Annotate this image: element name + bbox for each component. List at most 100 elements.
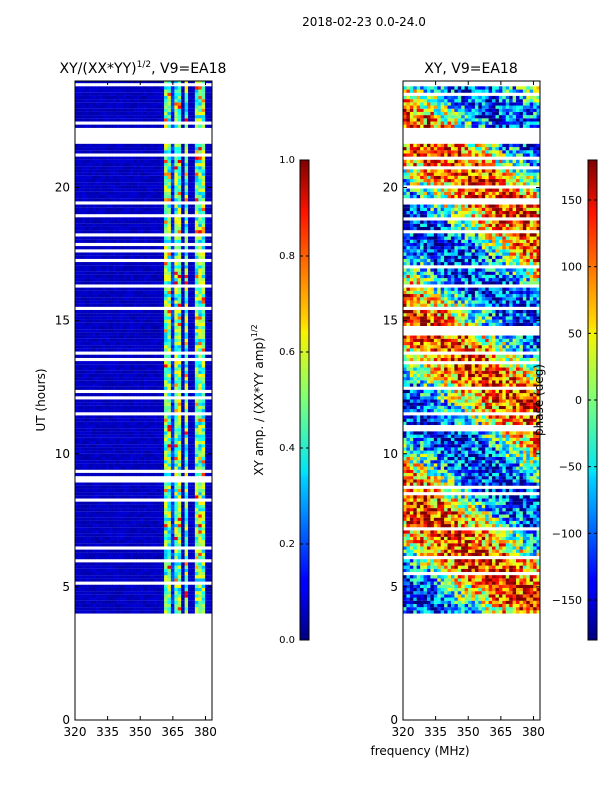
heatmap-cell: [129, 166, 134, 170]
heatmap-cell: [167, 524, 172, 528]
heatmap-cell: [201, 514, 206, 518]
heatmap-cell: [208, 587, 212, 592]
heatmap-cell: [95, 460, 100, 464]
heatmap-cell: [98, 329, 103, 333]
heatmap-cell: [88, 178, 93, 183]
heatmap-cell: [112, 322, 117, 326]
heatmap-cell: [181, 198, 185, 202]
heatmap-cell: [116, 597, 120, 601]
heatmap-cell: [164, 255, 168, 259]
heatmap-cell: [194, 610, 199, 614]
heatmap-cell: [205, 159, 209, 164]
heatmap-cell: [102, 399, 107, 403]
heatmap-cell: [174, 520, 179, 525]
heatmap-cell: [164, 540, 168, 544]
heatmap-cell: [133, 463, 138, 467]
heatmap-cell: [174, 367, 179, 371]
heatmap-cell: [174, 373, 179, 378]
heatmap-cell: [140, 434, 144, 438]
heatmap-cell: [75, 163, 79, 167]
heatmap-cell: [75, 239, 79, 243]
heatmap-cell: [160, 460, 165, 464]
heatmap-cell: [105, 533, 110, 537]
heatmap-cell: [174, 380, 179, 384]
heatmap-cell: [184, 511, 189, 515]
heatmap-cell: [119, 274, 124, 279]
heatmap-cell: [174, 207, 179, 211]
heatmap-cell: [78, 294, 83, 298]
heatmap-cell: [98, 281, 103, 285]
heatmap-cell: [157, 335, 162, 339]
heatmap-cell: [164, 463, 168, 467]
heatmap-cell: [198, 444, 203, 448]
heatmap-cell: [177, 399, 182, 403]
heatmap-cell: [109, 316, 114, 320]
heatmap-cell: [102, 287, 107, 291]
heatmap-cell: [129, 463, 134, 467]
heatmap-cell: [181, 584, 185, 588]
heatmap-cell: [167, 345, 172, 349]
heatmap-cell: [109, 271, 114, 275]
heatmap-cell: [105, 552, 110, 557]
heatmap-cell: [109, 150, 114, 154]
heatmap-cell: [92, 303, 96, 307]
heatmap-cell: [194, 460, 199, 464]
heatmap-cell: [133, 447, 138, 451]
heatmap-cell: [188, 447, 192, 451]
heatmap-cell: [181, 409, 185, 413]
heatmap-cell: [150, 383, 155, 387]
heatmap-cell: [129, 175, 134, 180]
heatmap-cell: [78, 268, 83, 272]
heatmap-cell: [167, 460, 172, 464]
heatmap-cell: [157, 514, 162, 518]
heatmap-cell: [116, 460, 120, 464]
heatmap-cell: [188, 329, 192, 333]
heatmap-cell: [81, 453, 86, 457]
heatmap-cell: [170, 447, 175, 451]
heatmap-cell: [170, 169, 175, 173]
heatmap-cell: [122, 568, 127, 573]
heatmap-cell: [95, 594, 100, 598]
heatmap-cell: [208, 428, 212, 432]
heatmap-cell: [98, 415, 103, 419]
heatmap-cell: [160, 246, 165, 250]
heatmap-cell: [105, 466, 110, 470]
heatmap-cell: [177, 361, 182, 365]
heatmap-cell: [85, 223, 90, 227]
heatmap-cell: [88, 472, 93, 477]
heatmap-cell: [136, 354, 141, 358]
heatmap-cell: [205, 367, 209, 371]
heatmap-cell: [160, 482, 165, 486]
heatmap-cell: [208, 300, 212, 304]
heatmap-cell: [95, 514, 100, 518]
heatmap-cell: [102, 405, 107, 410]
heatmap-cell: [119, 373, 124, 378]
heatmap-cell: [205, 495, 209, 499]
heatmap-cell: [150, 571, 155, 576]
heatmap-cell: [105, 444, 110, 448]
heatmap-cell: [174, 178, 179, 183]
heatmap-cell: [191, 265, 196, 269]
heatmap-cell: [146, 549, 151, 553]
heatmap-cell: [177, 440, 182, 445]
heatmap-cell: [146, 450, 151, 454]
heatmap-cell: [205, 437, 209, 442]
heatmap-cell: [102, 482, 107, 486]
heatmap-cell: [205, 169, 209, 173]
heatmap-cell: [109, 329, 114, 333]
heatmap-cell: [119, 434, 124, 438]
heatmap-cell: [153, 549, 158, 553]
heatmap-cell: [184, 393, 189, 397]
heatmap-cell: [102, 501, 107, 505]
heatmap-cell: [126, 281, 131, 285]
heatmap-cell: [143, 239, 148, 243]
heatmap-cell: [102, 447, 107, 451]
heatmap-cell: [194, 367, 199, 371]
heatmap-cell: [174, 425, 179, 429]
heatmap-cell: [167, 607, 172, 611]
heatmap-cell: [136, 492, 141, 496]
heatmap-cell: [177, 297, 182, 301]
heatmap-cell: [112, 463, 117, 467]
heatmap-cell: [109, 421, 114, 426]
heatmap-cell: [112, 501, 117, 505]
